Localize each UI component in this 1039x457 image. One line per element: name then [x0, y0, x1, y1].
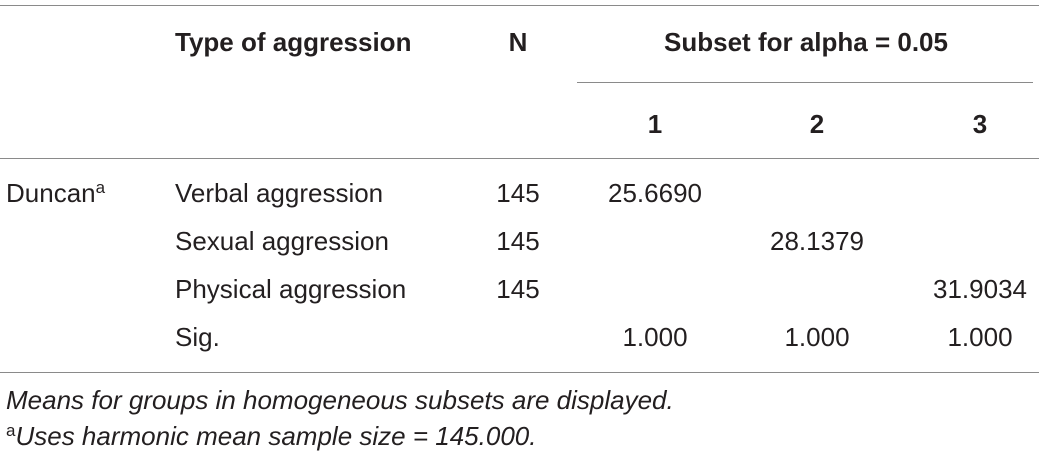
subset-value: 25.6690 [608, 178, 702, 208]
header-type: Type of aggression [175, 27, 412, 57]
sig-label: Sig. [175, 322, 220, 352]
note-text: Uses harmonic mean sample size = 145.000… [15, 421, 537, 451]
note-means: Means for groups in homogeneous subsets … [6, 385, 674, 415]
sig-value: 1.000 [784, 322, 850, 352]
subset-value: 31.9034 [933, 274, 1027, 304]
sig-value: 1.000 [947, 322, 1013, 352]
subset-rule [577, 82, 1033, 83]
subset-column-header: 1 [647, 109, 663, 139]
subset-column-header: 3 [972, 109, 988, 139]
row-n: 145 [496, 274, 540, 304]
header-rule [0, 158, 1039, 159]
row-label: Sexual aggression [175, 226, 389, 256]
method-marker: a [95, 178, 106, 197]
note-harmonic: aUses harmonic mean sample size = 145.00… [6, 421, 536, 451]
note-marker: a [6, 421, 16, 440]
header-n: N [508, 27, 528, 57]
sig-value: 1.000 [622, 322, 688, 352]
top-rule [0, 5, 1039, 6]
row-n: 145 [496, 226, 540, 256]
header-subset: Subset for alpha = 0.05 [664, 27, 948, 57]
method: Duncana [6, 178, 105, 208]
bottom-rule [0, 372, 1039, 373]
row-label: Verbal aggression [175, 178, 384, 208]
subset-value: 28.1379 [770, 226, 864, 256]
row-label: Physical aggression [175, 274, 407, 304]
subset-column-header: 2 [809, 109, 825, 139]
row-n: 145 [496, 178, 540, 208]
method-name: Duncan [6, 178, 96, 208]
